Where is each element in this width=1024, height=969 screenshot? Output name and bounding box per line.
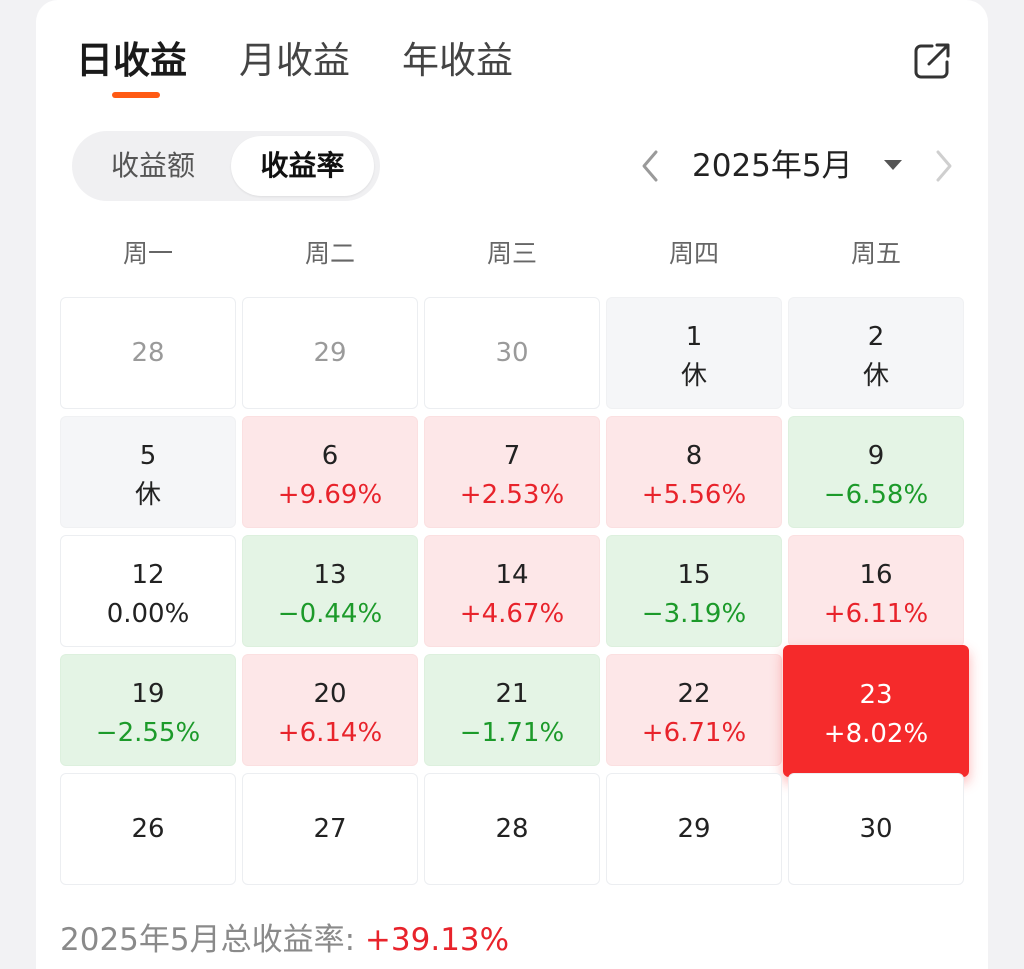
day-number: 1 — [685, 322, 703, 352]
toggle-rate[interactable]: 收益率 — [231, 136, 374, 196]
weekday-mon: 周一 — [122, 239, 173, 268]
calendar-day-cell[interactable]: 22 +6.71% — [606, 654, 782, 766]
holiday-label: 休 — [862, 361, 889, 391]
daily-return-rate: −3.19% — [641, 599, 747, 629]
daily-return-rate: −0.44% — [277, 599, 383, 629]
calendar-day-cell[interactable]: 28 — [60, 297, 236, 409]
chevron-left-icon[interactable] — [636, 148, 666, 184]
calendar-day-cell-selected[interactable]: 23 +8.02% — [783, 645, 969, 777]
tab-yearly[interactable]: 年收益 — [402, 36, 513, 86]
calendar-day-cell[interactable]: 9 −6.58% — [788, 416, 964, 528]
period-tabs: 日收益 月收益 年收益 — [76, 36, 565, 98]
calendar-day-cell[interactable]: 8 +5.56% — [606, 416, 782, 528]
day-number: 30 — [495, 338, 529, 368]
daily-return-rate: +6.11% — [823, 599, 929, 629]
calendar-day-cell[interactable]: 6 +9.69% — [242, 416, 418, 528]
day-number: 26 — [131, 814, 165, 844]
day-number: 23 — [859, 680, 893, 710]
day-number: 28 — [495, 814, 529, 844]
day-number: 22 — [677, 679, 711, 709]
calendar-day-cell[interactable]: 7 +2.53% — [424, 416, 600, 528]
daily-return-rate: 0.00% — [106, 599, 190, 629]
month-label[interactable]: 2025年5月 — [692, 148, 853, 184]
weekday-thu: 周四 — [668, 239, 719, 268]
day-number: 8 — [685, 441, 703, 471]
weekday-tue: 周二 — [304, 239, 355, 268]
day-number: 29 — [313, 338, 347, 368]
day-number: 16 — [859, 560, 893, 590]
calendar-day-cell[interactable]: 29 — [242, 297, 418, 409]
day-number: 28 — [131, 338, 165, 368]
holiday-label: 休 — [680, 361, 707, 391]
daily-return-rate: +5.56% — [641, 480, 747, 510]
day-number: 27 — [313, 814, 347, 844]
day-number: 29 — [677, 814, 711, 844]
calendar-day-cell[interactable]: 28 — [424, 773, 600, 885]
day-number: 30 — [859, 814, 893, 844]
day-number: 15 — [677, 560, 711, 590]
calendar-day-cell[interactable]: 30 — [788, 773, 964, 885]
day-number: 6 — [321, 441, 339, 471]
daily-return-rate: +2.53% — [459, 480, 565, 510]
weekday-header: 周一 周二 周三 周四 周五 — [60, 236, 964, 272]
day-number: 13 — [313, 560, 347, 590]
chevron-right-icon[interactable] — [928, 148, 958, 184]
tab-yearly-label: 年收益 — [402, 39, 513, 82]
tab-daily-label: 日收益 — [76, 39, 187, 82]
summary-value: +39.13% — [364, 922, 510, 958]
calendar-day-cell[interactable]: 20 +6.14% — [242, 654, 418, 766]
daily-return-rate: +9.69% — [277, 480, 383, 510]
day-number: 19 — [131, 679, 165, 709]
tab-monthly[interactable]: 月收益 — [239, 36, 350, 86]
calendar-day-cell[interactable]: 12 0.00% — [60, 535, 236, 647]
share-export-icon[interactable] — [912, 41, 952, 81]
day-number: 7 — [503, 441, 521, 471]
calendar-day-cell[interactable]: 26 — [60, 773, 236, 885]
calendar-day-cell[interactable]: 14 +4.67% — [424, 535, 600, 647]
calendar-day-cell[interactable]: 16 +6.11% — [788, 535, 964, 647]
caret-down-icon[interactable] — [884, 160, 902, 170]
calendar-day-cell[interactable]: 29 — [606, 773, 782, 885]
metric-toggle: 收益额 收益率 — [72, 131, 380, 201]
calendar-day-cell[interactable]: 13 −0.44% — [242, 535, 418, 647]
toggle-amount[interactable]: 收益额 — [110, 149, 195, 182]
daily-return-rate: +8.02% — [823, 719, 929, 749]
day-number: 12 — [131, 560, 165, 590]
calendar-day-cell[interactable]: 27 — [242, 773, 418, 885]
calendar-day-cell[interactable]: 19 −2.55% — [60, 654, 236, 766]
month-summary: 2025年5月总收益率: +39.13% — [60, 918, 509, 962]
calendar-day-cell[interactable]: 15 −3.19% — [606, 535, 782, 647]
weekday-fri: 周五 — [850, 239, 901, 268]
day-number: 9 — [867, 441, 885, 471]
day-number: 2 — [867, 322, 885, 352]
daily-return-rate: +6.71% — [641, 718, 747, 748]
daily-return-rate: +6.14% — [277, 718, 383, 748]
day-number: 5 — [139, 441, 157, 471]
tab-daily[interactable]: 日收益 — [76, 36, 187, 98]
active-tab-indicator — [112, 92, 160, 98]
daily-return-rate: −6.58% — [823, 480, 929, 510]
tab-monthly-label: 月收益 — [239, 39, 350, 82]
weekday-wed: 周三 — [486, 239, 537, 268]
day-number: 21 — [495, 679, 529, 709]
summary-label: 2025年5月总收益率: — [60, 922, 365, 958]
day-number: 14 — [495, 560, 529, 590]
holiday-label: 休 — [134, 480, 161, 510]
daily-return-rate: +4.67% — [459, 599, 565, 629]
daily-return-rate: −1.71% — [459, 718, 565, 748]
calendar-day-cell[interactable]: 30 — [424, 297, 600, 409]
calendar-day-cell[interactable]: 21 −1.71% — [424, 654, 600, 766]
daily-return-rate: −2.55% — [95, 718, 201, 748]
day-number: 20 — [313, 679, 347, 709]
